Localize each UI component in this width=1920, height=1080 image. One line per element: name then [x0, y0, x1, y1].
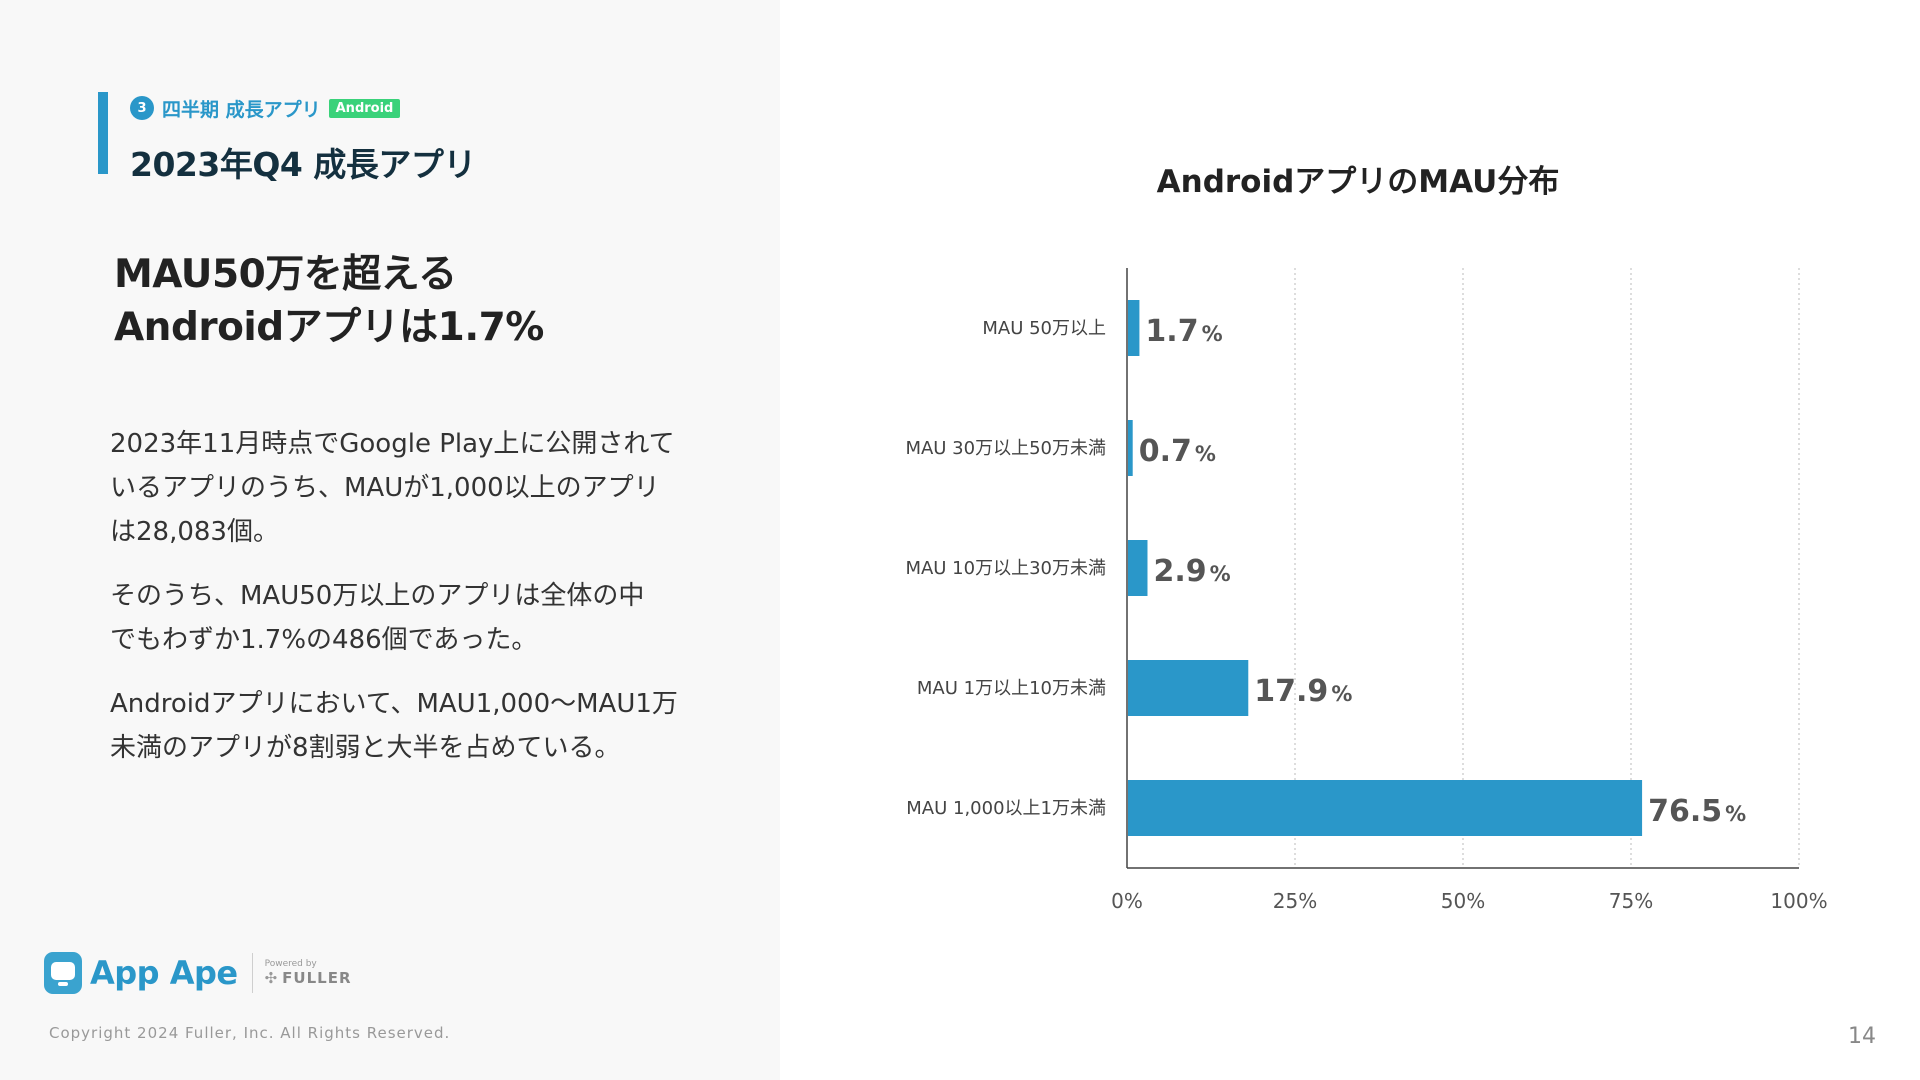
data-label: 17.9% — [1254, 674, 1352, 709]
category-label: MAU 1万以上10万未満 — [917, 678, 1106, 699]
x-tick-label: 0% — [1111, 889, 1143, 913]
section-label: 四半期 成長アプリ — [162, 98, 321, 121]
headline-line: MAU50万を超える — [114, 252, 457, 297]
headline: MAU50万を超える Androidアプリは1.7% — [114, 248, 544, 354]
platform-badge: Android — [328, 98, 401, 118]
data-label: 1.7% — [1145, 314, 1222, 349]
x-tick-label: 25% — [1273, 889, 1317, 913]
body-line: 未満のアプリが8割弱と大半を占めている。 — [110, 733, 621, 763]
page-title: 2023年Q4 成長アプリ — [130, 145, 476, 184]
body-line: そのうち、MAU50万以上のアプリは全体の中 — [110, 581, 645, 611]
data-label: 76.5% — [1648, 794, 1746, 829]
powered-by-label: Powered by — [264, 959, 317, 969]
x-tick-label: 50% — [1441, 889, 1485, 913]
fuller-wordmark: ✣ FULLER — [265, 969, 352, 987]
headline-line: Androidアプリは1.7% — [114, 305, 544, 350]
logo-text: App Ape — [90, 954, 238, 992]
category-label: MAU 10万以上30万未満 — [905, 558, 1106, 579]
bar — [1128, 420, 1133, 476]
logo-divider — [251, 953, 253, 993]
data-label: 2.9% — [1153, 554, 1230, 589]
bar — [1128, 780, 1643, 836]
body-line: 2023年11月時点でGoogle Play上に公開されて — [110, 429, 675, 459]
body-paragraph: 2023年11月時点でGoogle Play上に公開されて いるアプリのうち、M… — [110, 422, 730, 554]
copyright: Copyright 2024 Fuller, Inc. All Rights R… — [49, 1024, 451, 1042]
chart-title: AndroidアプリのMAU分布 — [1157, 164, 1560, 200]
fuller-label: FULLER — [282, 969, 352, 987]
body-line: でもわずか1.7%の486個であった。 — [110, 625, 538, 655]
category-label: MAU 50万以上 — [982, 318, 1106, 339]
bar — [1128, 540, 1148, 596]
body-line: Androidアプリにおいて、MAU1,000〜MAU1万 — [110, 689, 678, 719]
app-ape-logo: App Ape Powered by ✣ FULLER — [44, 952, 352, 994]
body-paragraph: Androidアプリにおいて、MAU1,000〜MAU1万 未満のアプリが8割弱… — [110, 682, 730, 770]
body-text: 2023年11月時点でGoogle Play上に公開されて いるアプリのうち、M… — [110, 422, 730, 790]
section-header: 3 四半期 成長アプリ Android — [130, 94, 401, 122]
bar — [1128, 300, 1140, 356]
body-paragraph: そのうち、MAU50万以上のアプリは全体の中 でもわずか1.7%の486個であっ… — [110, 574, 730, 662]
x-tick-label: 75% — [1609, 889, 1653, 913]
section-number-badge: 3 — [130, 96, 154, 120]
body-line: は28,083個。 — [110, 517, 279, 547]
body-line: いるアプリのうち、MAUが1,000以上のアプリ — [110, 473, 660, 503]
category-label: MAU 30万以上50万未満 — [905, 438, 1106, 459]
powered-by-block: Powered by ✣ FULLER — [265, 959, 352, 987]
data-label: 0.7% — [1139, 434, 1216, 469]
fuller-icon: ✣ — [264, 969, 279, 987]
x-tick-label: 100% — [1770, 889, 1827, 913]
accent-bar — [98, 92, 108, 174]
page-number: 14 — [1848, 1024, 1876, 1049]
bar — [1128, 660, 1249, 716]
category-label: MAU 1,000以上1万未満 — [906, 798, 1106, 819]
left-panel — [0, 0, 780, 1080]
app-ape-icon — [44, 952, 82, 994]
